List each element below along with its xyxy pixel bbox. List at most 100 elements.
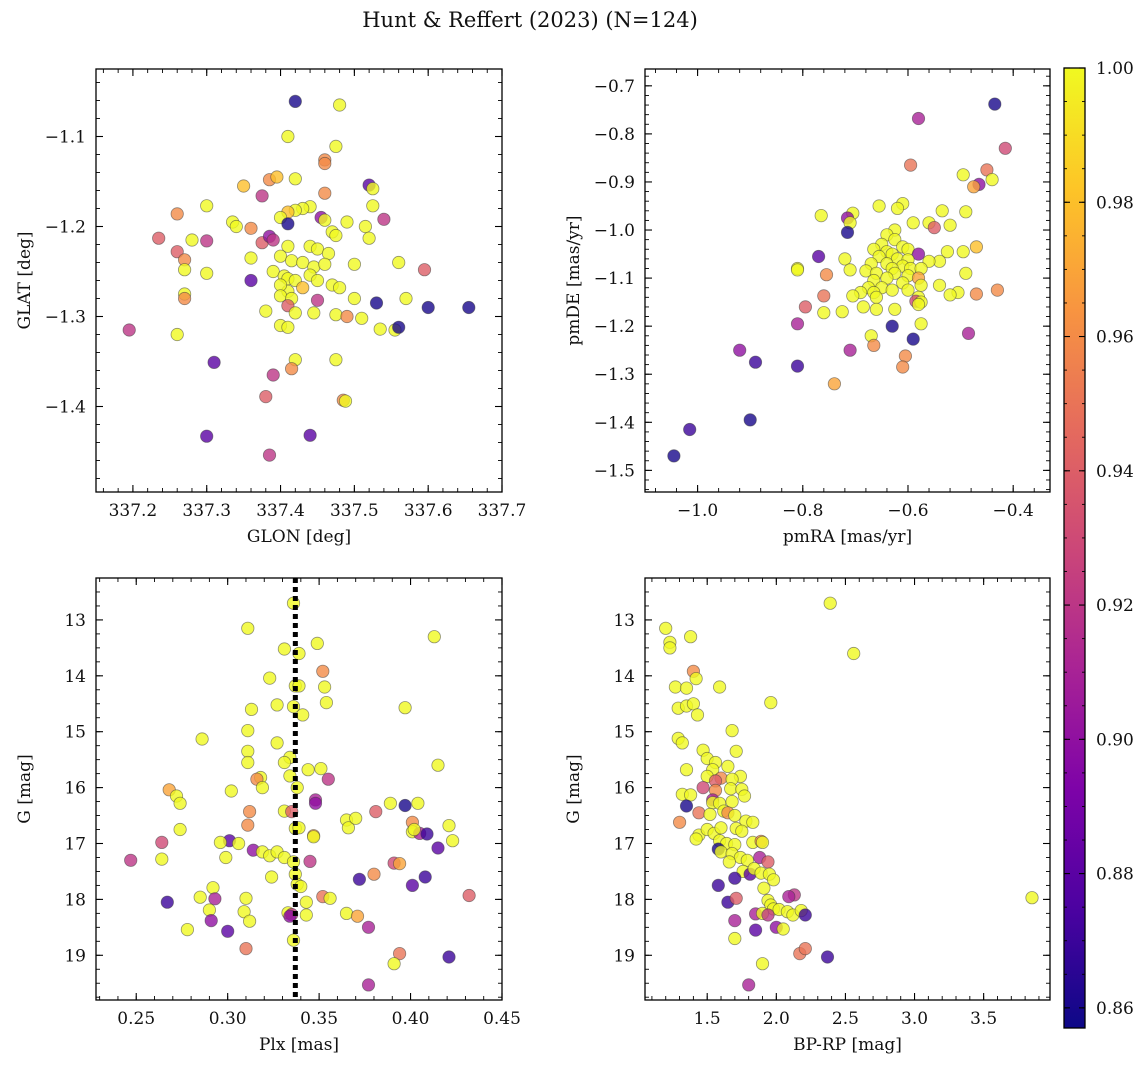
data-point — [679, 763, 694, 777]
data-point — [703, 807, 717, 822]
data-point — [735, 824, 749, 838]
x-axis-label: pmRA [mas/yr] — [783, 527, 912, 547]
y-tick-label: 13 — [613, 611, 635, 631]
data-point — [692, 806, 706, 820]
data-point — [431, 758, 445, 772]
data-point — [366, 199, 380, 213]
data-point — [667, 449, 681, 463]
data-point — [243, 914, 257, 928]
data-point — [255, 780, 269, 795]
y-axis-label: G [mag] — [564, 754, 584, 823]
panels: 337.2 337.3 337.4 337.5 337.6 337.7−1.1−1.2−1… — [15, 68, 1051, 1055]
data-point — [679, 681, 694, 695]
data-point — [668, 680, 683, 694]
y-tick-label: −1.1 — [594, 269, 635, 289]
data-point — [204, 913, 218, 928]
data-point — [690, 708, 705, 722]
data-point — [757, 881, 771, 895]
data-point — [743, 413, 757, 427]
data-point — [1025, 891, 1039, 905]
data-point — [725, 723, 739, 738]
data-point — [296, 708, 310, 722]
data-point — [306, 830, 321, 844]
data-point — [244, 251, 258, 265]
data-point — [843, 263, 857, 277]
y-tick-label: 18 — [64, 890, 86, 910]
data-point — [316, 664, 330, 678]
data-point — [314, 761, 328, 776]
y-tick-label: −1.2 — [45, 218, 86, 238]
data-point — [284, 254, 299, 268]
data-point — [696, 780, 710, 795]
data-point — [270, 698, 284, 712]
data-point — [270, 736, 284, 750]
y-tick-label: 13 — [64, 611, 86, 631]
y-tick-label: 19 — [64, 946, 86, 966]
data-point — [940, 245, 955, 259]
y-tick-label: −1.3 — [594, 365, 635, 385]
data-point — [321, 772, 335, 786]
data-point — [679, 799, 694, 813]
data-point — [967, 180, 981, 194]
points-bottom-left — [124, 596, 476, 992]
data-point — [308, 796, 323, 810]
data-point — [712, 680, 727, 694]
data-point — [350, 909, 365, 923]
data-point — [387, 957, 401, 971]
data-point — [310, 636, 324, 651]
data-point — [798, 300, 813, 314]
x-tick-label: 337.6 — [404, 501, 453, 521]
data-point — [714, 821, 728, 835]
data-point — [911, 247, 926, 261]
data-point — [869, 290, 884, 304]
data-point — [728, 871, 742, 885]
data-point — [418, 870, 432, 884]
data-point — [399, 291, 413, 306]
data-point — [943, 288, 957, 302]
data-point — [329, 353, 343, 367]
data-point — [237, 179, 251, 193]
data-point — [888, 302, 902, 316]
x-axis-label: GLON [deg] — [247, 527, 351, 547]
data-point — [301, 763, 315, 777]
colorbar-tick-label: 0.98 — [1096, 193, 1134, 213]
data-point — [959, 205, 973, 219]
axes-frame — [644, 577, 1051, 1001]
data-point — [761, 908, 775, 922]
data-point — [358, 219, 372, 234]
data-point — [847, 646, 861, 661]
data-point — [200, 199, 214, 213]
y-tick-label: −1.2 — [594, 317, 635, 337]
data-point — [332, 281, 347, 295]
data-point — [221, 924, 235, 938]
data-point — [728, 931, 742, 946]
data-point — [332, 98, 347, 112]
data-point — [867, 338, 881, 352]
data-point — [689, 671, 703, 686]
data-point — [943, 218, 957, 232]
data-point — [349, 811, 363, 825]
data-point — [340, 309, 354, 324]
data-point — [264, 870, 279, 884]
x-tick-label: −0.4 — [993, 501, 1034, 521]
data-point — [229, 219, 243, 234]
x-tick-label: 1.5 — [694, 1009, 721, 1029]
data-point — [856, 300, 870, 314]
data-point — [124, 853, 138, 867]
panel-top-right: −1.0 −0.8 −0.6 −0.4 −0.7 −0.8 −0.9 −1.0 −1.1 −1.2… — [564, 68, 1051, 547]
data-point — [683, 788, 698, 802]
data-point — [207, 355, 221, 369]
data-point — [277, 642, 291, 656]
data-point — [959, 266, 973, 280]
data-point — [906, 216, 920, 230]
colorbar-tick-label: 0.94 — [1096, 462, 1134, 482]
data-point — [903, 158, 918, 172]
data-point — [663, 641, 677, 655]
data-point — [790, 317, 805, 331]
data-point — [914, 278, 928, 292]
data-point — [255, 189, 269, 203]
data-point — [173, 796, 187, 810]
colorbar-tick-label: 0.86 — [1096, 999, 1134, 1019]
data-point — [728, 808, 742, 823]
